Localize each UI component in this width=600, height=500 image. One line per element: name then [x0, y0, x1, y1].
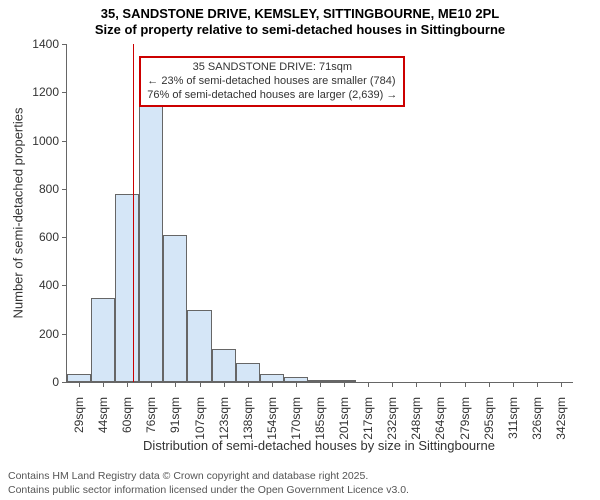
- ytick-line: [62, 285, 67, 286]
- title-line-2: Size of property relative to semi-detach…: [0, 22, 600, 38]
- xtick-label: 123sqm: [217, 397, 231, 440]
- xtick-label: 295sqm: [482, 397, 496, 440]
- xtick-line: [344, 382, 345, 387]
- xtick-line: [537, 382, 538, 387]
- xtick-label: 342sqm: [554, 397, 568, 440]
- xtick-label: 91sqm: [168, 397, 182, 433]
- xtick-label: 76sqm: [144, 397, 158, 433]
- footer-line-1: Contains HM Land Registry data © Crown c…: [8, 470, 368, 482]
- ytick-label: 800: [39, 182, 59, 196]
- xtick-label: 248sqm: [409, 397, 423, 440]
- histogram-bar: [163, 235, 187, 382]
- xtick-label: 138sqm: [241, 397, 255, 440]
- reference-vline: [133, 44, 134, 382]
- ytick-label: 1400: [32, 37, 59, 51]
- xtick-line: [320, 382, 321, 387]
- xtick-label: 217sqm: [361, 397, 375, 440]
- ytick-line: [62, 189, 67, 190]
- xtick-line: [79, 382, 80, 387]
- xtick-label: 326sqm: [530, 397, 544, 440]
- ytick-line: [62, 334, 67, 335]
- xtick-line: [368, 382, 369, 387]
- histogram-bar: [67, 374, 91, 382]
- ytick-line: [62, 141, 67, 142]
- ytick-label: 1200: [32, 85, 59, 99]
- xtick-label: 311sqm: [506, 397, 520, 439]
- xtick-label: 154sqm: [265, 397, 279, 440]
- ytick-label: 200: [39, 327, 59, 341]
- ytick-label: 400: [39, 278, 59, 292]
- xtick-line: [127, 382, 128, 387]
- ytick-line: [62, 44, 67, 45]
- histogram-bar: [212, 349, 236, 382]
- footer-line-2: Contains public sector information licen…: [8, 484, 409, 496]
- histogram-bar: [115, 194, 139, 382]
- callout-line: 76% of semi-detached houses are larger (…: [147, 89, 397, 103]
- xtick-line: [416, 382, 417, 387]
- xtick-label: 60sqm: [120, 397, 134, 433]
- xtick-line: [151, 382, 152, 387]
- callout-line: 35 SANDSTONE DRIVE: 71sqm: [147, 61, 397, 75]
- xtick-label: 44sqm: [96, 397, 110, 433]
- ytick-label: 1000: [32, 134, 59, 148]
- xtick-line: [561, 382, 562, 387]
- histogram-bar: [139, 104, 163, 382]
- xtick-line: [489, 382, 490, 387]
- xtick-label: 232sqm: [385, 397, 399, 440]
- histogram-bar: [260, 374, 284, 382]
- callout-line: ← 23% of semi-detached houses are smalle…: [147, 75, 397, 89]
- xtick-line: [224, 382, 225, 387]
- x-axis-label: Distribution of semi-detached houses by …: [143, 438, 495, 453]
- ytick-label: 600: [39, 230, 59, 244]
- xtick-label: 29sqm: [72, 397, 86, 433]
- xtick-line: [248, 382, 249, 387]
- xtick-label: 201sqm: [337, 397, 351, 440]
- xtick-line: [272, 382, 273, 387]
- ytick-line: [62, 92, 67, 93]
- xtick-line: [200, 382, 201, 387]
- xtick-label: 107sqm: [193, 397, 207, 440]
- xtick-label: 170sqm: [289, 397, 303, 440]
- y-axis-label: Number of semi-detached properties: [11, 108, 26, 319]
- histogram-bar: [187, 310, 211, 382]
- xtick-line: [513, 382, 514, 387]
- xtick-label: 279sqm: [458, 397, 472, 440]
- ytick-label: 0: [52, 375, 59, 389]
- plot-area: 020040060080010001200140029sqm44sqm60sqm…: [66, 44, 573, 383]
- xtick-label: 264sqm: [433, 397, 447, 440]
- xtick-line: [465, 382, 466, 387]
- xtick-line: [175, 382, 176, 387]
- histogram-bar: [236, 363, 260, 382]
- histogram-bar: [91, 298, 115, 383]
- xtick-line: [296, 382, 297, 387]
- ytick-line: [62, 382, 67, 383]
- xtick-line: [103, 382, 104, 387]
- ytick-line: [62, 237, 67, 238]
- xtick-line: [392, 382, 393, 387]
- xtick-line: [440, 382, 441, 387]
- callout-box: 35 SANDSTONE DRIVE: 71sqm← 23% of semi-d…: [139, 56, 405, 107]
- title-line-1: 35, SANDSTONE DRIVE, KEMSLEY, SITTINGBOU…: [0, 0, 600, 22]
- chart-container: 35, SANDSTONE DRIVE, KEMSLEY, SITTINGBOU…: [0, 0, 600, 500]
- xtick-label: 185sqm: [313, 397, 327, 440]
